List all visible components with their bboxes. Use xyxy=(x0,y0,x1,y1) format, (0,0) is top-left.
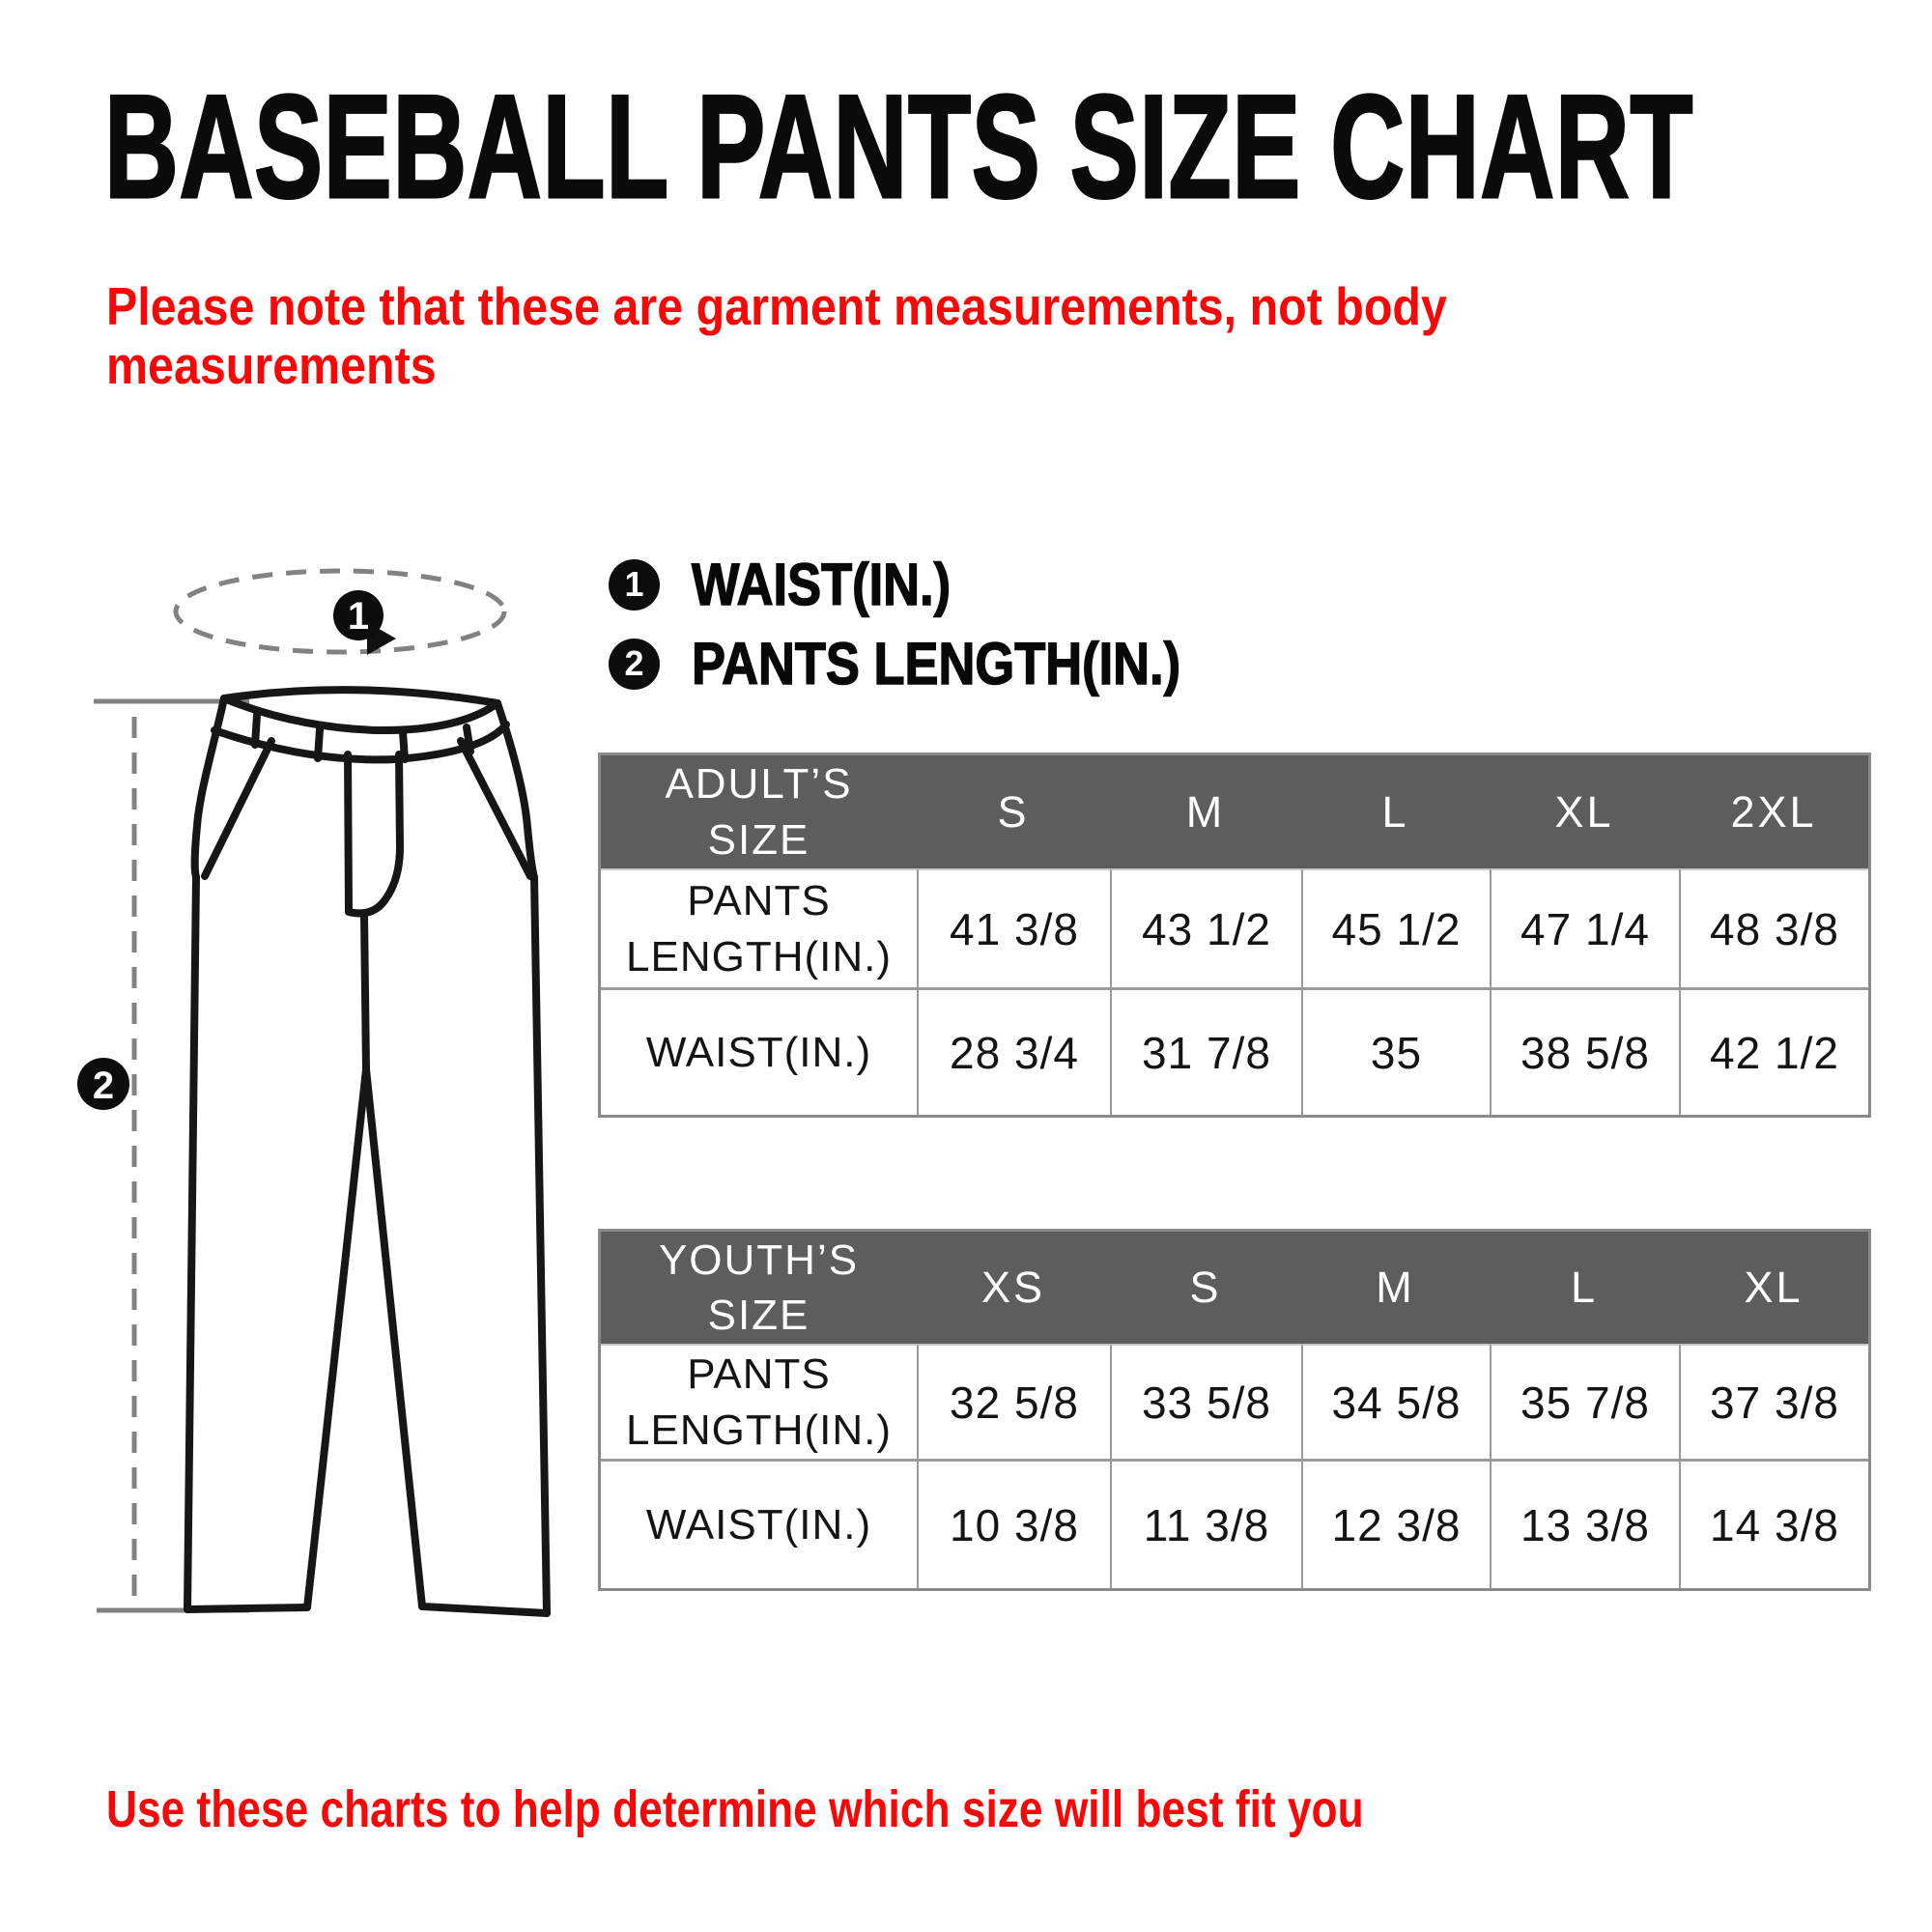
adult-waist-xl: 38 5/8 xyxy=(1490,987,1679,1115)
legend-1-label: WAIST(IN.) xyxy=(691,551,952,618)
waistband-front-rim xyxy=(220,695,501,735)
youth-length-row-label: PANTS LENGTH(IN.) xyxy=(601,1344,917,1459)
youth-header-m: M xyxy=(1301,1232,1490,1344)
waistband-top-rim xyxy=(220,686,501,707)
note-line-1: Please note that these are garment measu… xyxy=(106,276,1447,336)
youth-waist-xs: 10 3/8 xyxy=(917,1459,1110,1588)
youth-waist-xl: 14 3/8 xyxy=(1679,1459,1868,1588)
youth-length-l: 35 7/8 xyxy=(1490,1344,1679,1459)
adult-waist-2xl: 42 1/2 xyxy=(1679,987,1868,1115)
fly-placket xyxy=(344,751,404,918)
adult-waist-s: 28 3/4 xyxy=(917,987,1110,1115)
adult-length-m: 43 1/2 xyxy=(1110,868,1301,987)
center-front-seam xyxy=(360,912,370,1073)
adult-waist-m: 31 7/8 xyxy=(1110,987,1301,1115)
marker-2-circle xyxy=(77,1058,129,1110)
adult-header-l: L xyxy=(1301,755,1490,868)
youth-header-xs: XS xyxy=(917,1232,1110,1344)
adult-size-table: ADULT’S SIZE S M L XL 2XL PANTS LENGTH(I… xyxy=(598,753,1871,1118)
waist-measure-ellipse xyxy=(173,568,507,655)
note-line-2: measurements xyxy=(106,334,437,395)
adult-header-2xl: 2XL xyxy=(1679,755,1868,868)
adult-length-l: 45 1/2 xyxy=(1301,868,1490,987)
adult-length-xl: 47 1/4 xyxy=(1490,868,1679,987)
adult-waist-row-label: WAIST(IN.) xyxy=(601,987,917,1115)
marker-2-number: 2 xyxy=(93,1065,114,1107)
adult-length-row-label: PANTS LENGTH(IN.) xyxy=(601,868,917,987)
youth-length-s: 33 5/8 xyxy=(1110,1344,1301,1459)
marker-1-number: 1 xyxy=(348,595,369,638)
page-title: BASEBALL PANTS SIZE CHART xyxy=(103,65,1694,229)
adult-waist-l: 35 xyxy=(1301,987,1490,1115)
adult-length-2xl: 48 3/8 xyxy=(1679,868,1868,987)
marker-1: 1 xyxy=(333,590,384,640)
youth-waist-l: 13 3/8 xyxy=(1490,1459,1679,1588)
left-pocket-seam xyxy=(201,737,275,880)
youth-waist-row-label: WAIST(IN.) xyxy=(601,1459,917,1588)
pants-outline xyxy=(184,686,551,1617)
legend-2-label: PANTS LENGTH(IN.) xyxy=(691,630,1181,697)
adult-header-xl: XL xyxy=(1490,755,1679,868)
sizing-help-footer: Use these charts to help determine which… xyxy=(106,1780,1364,1838)
belt-loops xyxy=(251,711,474,763)
legend-item-pants-length: 2 PANTS LENGTH(IN.) xyxy=(609,630,1261,697)
youth-length-xl: 37 3/8 xyxy=(1679,1344,1868,1459)
marker-1-circle xyxy=(333,590,384,640)
youth-length-m: 34 5/8 xyxy=(1301,1344,1490,1459)
right-pocket-seam xyxy=(457,737,534,880)
legend-item-waist: 1 WAIST(IN.) xyxy=(609,551,993,618)
youth-header-l: L xyxy=(1490,1232,1679,1344)
leg-hems xyxy=(184,1603,551,1617)
youth-length-xs: 32 5/8 xyxy=(917,1344,1110,1459)
youth-waist-s: 11 3/8 xyxy=(1110,1459,1301,1588)
adult-header-corner: ADULT’S SIZE xyxy=(601,755,917,868)
marker-2: 2 xyxy=(77,1058,129,1110)
adult-length-s: 41 3/8 xyxy=(917,868,1110,987)
right-side-seam xyxy=(494,699,551,1617)
adult-header-s: S xyxy=(917,755,1110,868)
youth-header-xl: XL xyxy=(1679,1232,1868,1344)
legend-1-badge: 1 xyxy=(609,558,660,611)
left-side-seam xyxy=(184,695,228,1613)
inner-leg-seams xyxy=(303,1065,426,1611)
garment-measurement-note: Please note that these are garment measu… xyxy=(106,277,1447,394)
adult-header-m: M xyxy=(1110,755,1301,868)
youth-header-corner: YOUTH’S SIZE xyxy=(601,1232,917,1344)
legend-2-badge: 2 xyxy=(609,638,660,690)
youth-header-s: S xyxy=(1110,1232,1301,1344)
youth-waist-m: 12 3/8 xyxy=(1301,1459,1490,1588)
pants-measurement-diagram: 1 2 xyxy=(77,568,551,1617)
youth-size-table: YOUTH’S SIZE XS S M L XL PANTS LENGTH(IN… xyxy=(598,1229,1871,1591)
